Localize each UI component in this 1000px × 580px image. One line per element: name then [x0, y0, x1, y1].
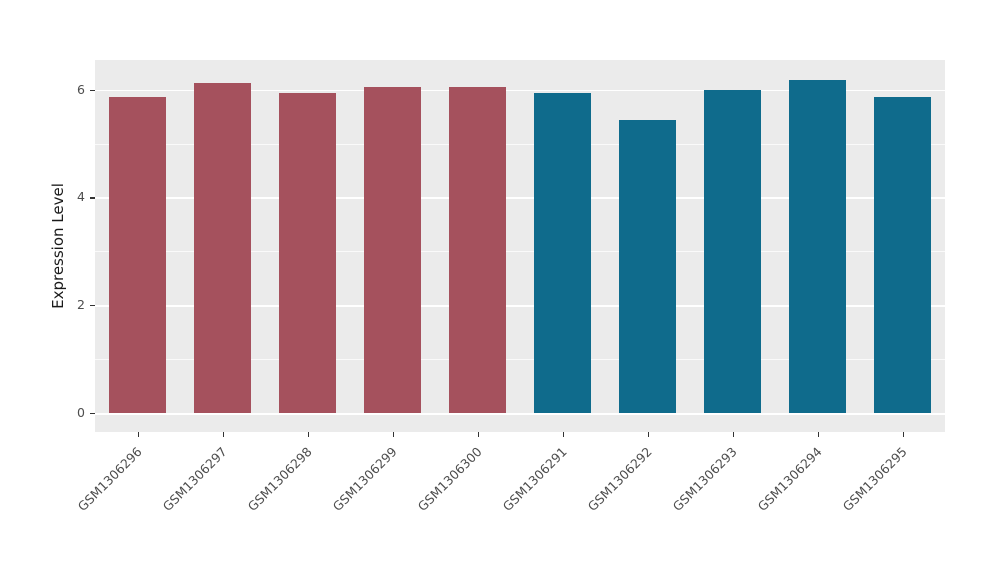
x-tick-label-text: GSM1306297: [160, 444, 231, 515]
x-tick-mark: [647, 432, 649, 437]
bar: [194, 83, 251, 414]
bar: [364, 87, 421, 414]
y-tick-mark: [90, 89, 95, 91]
x-tick-mark: [307, 432, 309, 437]
gridline-minor: [95, 359, 945, 360]
bar: [619, 120, 676, 414]
bar: [279, 92, 336, 414]
x-tick-mark: [477, 432, 479, 437]
plot-panel: [95, 60, 945, 432]
x-tick-mark: [562, 432, 564, 437]
bar: [449, 87, 506, 414]
x-tick-label-text: GSM1306298: [245, 444, 316, 515]
bar: [534, 93, 591, 414]
x-tick-label-text: GSM1306291: [500, 444, 571, 515]
gridline-major: [95, 305, 945, 307]
x-tick-mark: [137, 432, 139, 437]
gridline-major: [95, 89, 945, 92]
x-tick-mark: [732, 432, 734, 437]
y-tick-mark: [90, 305, 95, 307]
gridline-major: [95, 197, 945, 199]
y-tick-label: 2: [77, 297, 85, 313]
x-tick-label-text: GSM1306299: [330, 444, 401, 515]
x-tick-label-text: GSM1306300: [415, 444, 486, 515]
bar: [704, 89, 761, 414]
x-tick-mark: [222, 432, 224, 437]
gridline-minor: [95, 143, 945, 145]
x-tick-mark: [817, 432, 819, 437]
y-tick-mark: [90, 197, 95, 199]
x-tick-label-text: GSM1306292: [585, 444, 656, 515]
bar: [109, 97, 166, 414]
x-tick-mark: [902, 432, 904, 437]
bar: [789, 80, 846, 414]
x-tick-label-text: GSM1306295: [840, 444, 911, 515]
gridline-major: [95, 413, 945, 415]
x-tick-mark: [392, 432, 394, 437]
y-tick-label: 6: [77, 81, 85, 97]
y-tick-label: 0: [77, 405, 85, 421]
bar: [874, 97, 931, 414]
y-tick-label: 4: [77, 189, 85, 205]
x-tick-label-text: GSM1306293: [670, 444, 741, 515]
x-tick-label-text: GSM1306296: [75, 444, 146, 515]
y-tick-mark: [90, 413, 95, 415]
x-tick-label-text: GSM1306294: [755, 444, 826, 515]
gridline-minor: [95, 251, 945, 253]
